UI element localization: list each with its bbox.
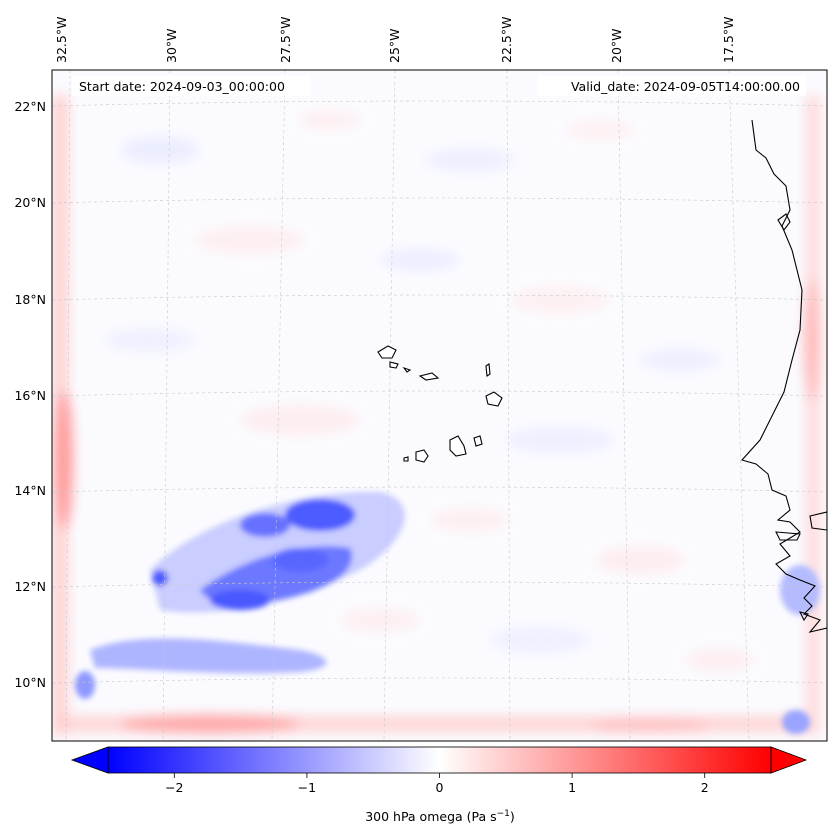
graticule xyxy=(52,70,827,741)
map-panel: Start date: 2024-09-03_00:00:00 Valid_da… xyxy=(51,69,828,742)
lat-label-20n: 20°N xyxy=(14,195,46,210)
africa-coastline xyxy=(741,119,827,633)
latitude-labels: 22°N 20°N 18°N 16°N 14°N 12°N 10°N xyxy=(14,99,46,690)
lon-label-17-5w: 17.5°W xyxy=(721,17,736,63)
colorbar-ticks: −2 −1 0 1 2 xyxy=(165,773,709,795)
colorbar-label-end: ) xyxy=(510,809,515,824)
lon-label-20w: 20°W xyxy=(609,28,624,63)
coastlines xyxy=(741,119,827,633)
lon-label-25w: 25°W xyxy=(387,28,402,63)
colorbar: −2 −1 0 1 2 300 hPa omega (Pa s−1) xyxy=(70,746,808,824)
start-date-label: Start date: 2024-09-03_00:00:00 xyxy=(79,79,285,94)
colorbar-label-exponent: −1 xyxy=(497,809,510,819)
colorbar-label-main: 300 hPa omega (Pa s xyxy=(365,809,496,824)
colorbar-tick-label: 0 xyxy=(436,780,444,795)
lat-label-12n: 12°N xyxy=(14,579,46,594)
lon-label-32-5w: 32.5°W xyxy=(54,17,69,63)
colorbar-label: 300 hPa omega (Pa s−1) xyxy=(365,809,515,824)
lat-label-16n: 16°N xyxy=(14,388,46,403)
start-date-background xyxy=(72,76,310,96)
valid-date-background xyxy=(538,76,806,96)
colorbar-extend-min xyxy=(70,746,109,774)
lat-label-18n: 18°N xyxy=(14,292,46,307)
lat-label-10n: 10°N xyxy=(14,675,46,690)
colorbar-tick-label: −1 xyxy=(298,780,316,795)
lon-label-22-5w: 22.5°W xyxy=(499,17,514,63)
colorbar-extend-max xyxy=(770,746,808,774)
omega-field xyxy=(52,95,820,735)
map-frame xyxy=(51,69,828,742)
lat-label-14n: 14°N xyxy=(14,483,46,498)
colorbar-gradient xyxy=(108,747,771,773)
lon-label-27-5w: 27.5°W xyxy=(278,17,293,63)
valid-date-label: Valid_date: 2024-09-05T14:00:00.00 xyxy=(571,79,800,94)
colorbar-tick-label: −2 xyxy=(165,780,183,795)
longitude-labels: 32.5°W 30°W 27.5°W 25°W 22.5°W 20°W 17.5… xyxy=(54,17,736,63)
colorbar-tick-label: 1 xyxy=(568,780,576,795)
cape-verde-islands xyxy=(377,345,503,463)
lon-label-30w: 30°W xyxy=(164,28,179,63)
lat-label-22n: 22°N xyxy=(14,99,46,114)
colorbar-tick-label: 2 xyxy=(701,780,709,795)
